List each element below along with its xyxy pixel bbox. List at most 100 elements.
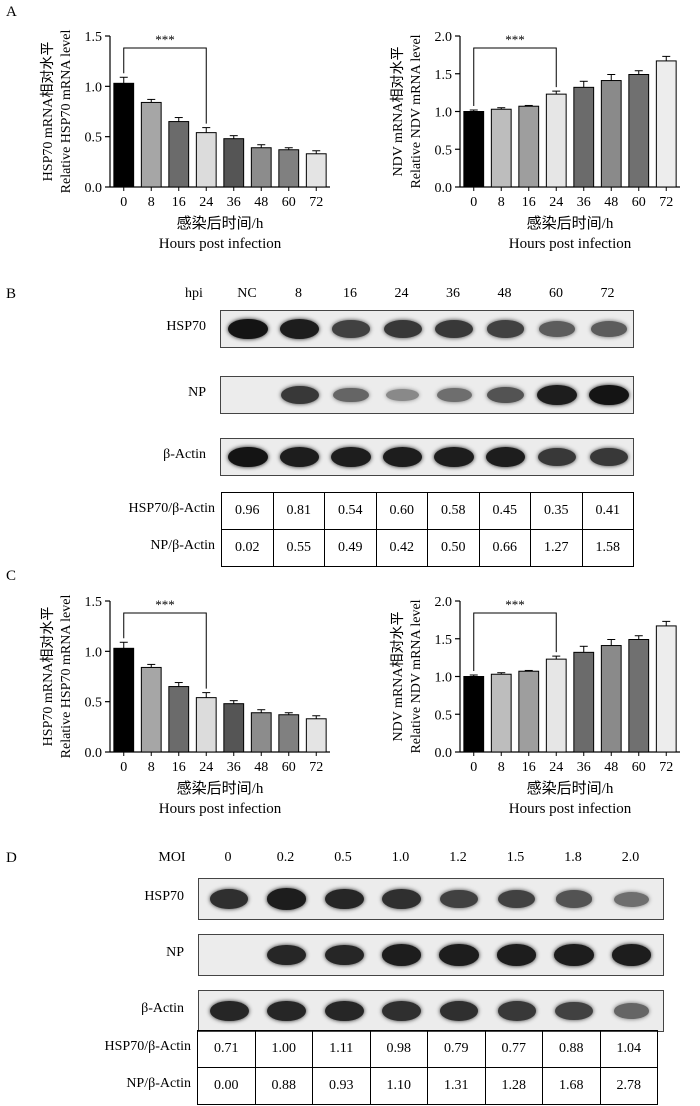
significance-bracket (123, 47, 207, 124)
blot-d-band (614, 891, 649, 907)
y-axis-label-en: Relative HSP70 mRNA level (59, 30, 74, 194)
blot-b-ratio-cell: 0.45 (478, 492, 531, 530)
x-tick-label: 0 (470, 760, 477, 775)
bar (140, 666, 162, 753)
blot-d-band (555, 1001, 593, 1021)
blot-d-band (439, 1001, 479, 1021)
blot-b-ratio-cell: 0.58 (427, 492, 480, 530)
x-axis-label-cn: 感染后时间/h (177, 780, 264, 797)
blot-d-ratio-label: HSP70/β-Actin (104, 1039, 191, 1054)
bar (628, 639, 650, 753)
blot-b-lane-label: 8 (295, 286, 302, 301)
x-tick-label: 24 (549, 195, 563, 210)
bar (518, 670, 540, 753)
significance-bracket (123, 612, 207, 689)
x-tick-label: 16 (522, 760, 536, 775)
x-axis-label-en: Hours post infection (159, 236, 282, 252)
blot-b-ratio-label: HSP70/β-Actin (128, 501, 215, 516)
bar (545, 93, 567, 188)
significance-label: *** (155, 597, 175, 612)
blot-b-band (435, 319, 473, 339)
blot-d-lane-label: 1.8 (564, 850, 582, 865)
bar (305, 718, 327, 753)
bar (278, 714, 300, 753)
blot-b-band (382, 447, 423, 467)
x-tick-label: 60 (632, 760, 646, 775)
x-tick-label: 36 (227, 760, 241, 775)
x-tick-label: 8 (148, 195, 155, 210)
blot-d-ratio-cell: 0.71 (197, 1030, 256, 1068)
blot-d-ratio-cell: 1.28 (484, 1067, 543, 1105)
blot-b-ratio-cell: 0.35 (530, 492, 583, 530)
bar (278, 149, 300, 188)
y-tick-label: 0.0 (435, 181, 453, 196)
y-axis-label-cn: NDV mRNA相对水平 (390, 46, 406, 176)
bar (113, 647, 135, 753)
blot-b-lane-label: 72 (600, 286, 615, 301)
blot-d-ratio-cell: 0.88 (542, 1030, 601, 1068)
x-tick-label: 36 (577, 760, 591, 775)
y-tick-label: 1.0 (435, 671, 453, 686)
bar (168, 686, 190, 753)
bar (628, 74, 650, 188)
blot-b-ratio-cell: 0.55 (272, 529, 325, 567)
blot-d-band (439, 944, 479, 966)
blot-d-band (555, 890, 593, 908)
y-tick-label: 0.0 (85, 746, 103, 761)
blot-b-band (280, 385, 319, 405)
blot-d-ratio-cell: 0.00 (197, 1067, 256, 1105)
blot-b-band (434, 447, 474, 467)
bar (463, 676, 485, 753)
x-axis-label-en: Hours post infection (509, 801, 632, 817)
blot-d-band (496, 944, 537, 966)
blot-d-band (611, 944, 652, 966)
bar (223, 703, 245, 753)
x-tick-label: 8 (498, 195, 505, 210)
x-tick-label: 72 (659, 760, 673, 775)
significance-label: *** (155, 32, 175, 47)
blot-b-blot-strip (220, 438, 634, 476)
blot-b-band (539, 321, 575, 337)
y-tick-label: 1.0 (435, 106, 453, 121)
x-tick-label: 24 (199, 760, 213, 775)
blot-b-lane-label: 60 (549, 286, 563, 301)
blot-d-lane-label: 1.5 (506, 850, 525, 865)
blot-d-band (209, 1000, 249, 1022)
significance-bracket (473, 47, 557, 106)
blot-d-band (266, 888, 307, 910)
blot-d-ratio-cell: 1.11 (312, 1030, 371, 1068)
bar (250, 147, 272, 188)
y-axis-label-cn: NDV mRNA相对水平 (390, 611, 406, 741)
blot-d-ratio-row: 0.71 1.00 1.11 0.98 0.79 0.77 0.88 1.04 (197, 1030, 658, 1068)
blot-b-band (383, 319, 422, 339)
blot-d-lane-label: 1.0 (391, 850, 410, 865)
blot-b-ratio-row: 0.96 0.81 0.54 0.60 0.58 0.45 0.35 0.41 (221, 492, 634, 530)
blot-b-row-label: β-Actin (163, 447, 206, 462)
bar (490, 108, 512, 188)
x-tick-label: 72 (659, 195, 673, 210)
blot-d-ratio-cell: 1.68 (542, 1067, 601, 1105)
bar (305, 153, 327, 188)
blot-d-blot-strip (198, 878, 664, 920)
blot-b-lane-label: 24 (394, 286, 409, 301)
blot-d-ratio-cell: 1.10 (369, 1067, 428, 1105)
y-tick-label: 1.5 (85, 30, 103, 45)
blot-d-ratio-table: 0.71 1.00 1.11 0.98 0.79 0.77 0.88 1.04 0.00 0.88… (197, 1030, 658, 1105)
blot-b-lane-label: 16 (343, 286, 357, 301)
blot-b-ratio-cell: 0.42 (375, 529, 428, 567)
blot-b-lane-label: NC (237, 286, 257, 301)
blot-b-band (589, 447, 628, 467)
chart-a-ndv: 0.0 0.5 1.0 1.5 2.0 0 8 16 24 36 48 60 72 *** 感染后时间/h H… (390, 30, 680, 252)
x-axis-label-cn: 感染后时间/h (177, 215, 264, 232)
blot-b-band (487, 386, 524, 404)
y-tick-label: 2.0 (435, 595, 453, 610)
blot-d-row-label: HSP70 (144, 889, 184, 904)
bar (518, 105, 540, 188)
panel-letter-c: C (6, 568, 17, 584)
y-axis-label-en: Relative NDV mRNA level (409, 599, 424, 753)
blot-d-band (440, 889, 478, 909)
western-blot-d: MOI 0 0.2 0.5 1.0 1.2 1.5 1.8 2.0 HSP70 NP β-Actin 0… (0, 850, 700, 1106)
blot-d-band (497, 1001, 536, 1021)
blot-d-band (613, 1003, 650, 1019)
blot-b-blot-strip (220, 376, 634, 414)
